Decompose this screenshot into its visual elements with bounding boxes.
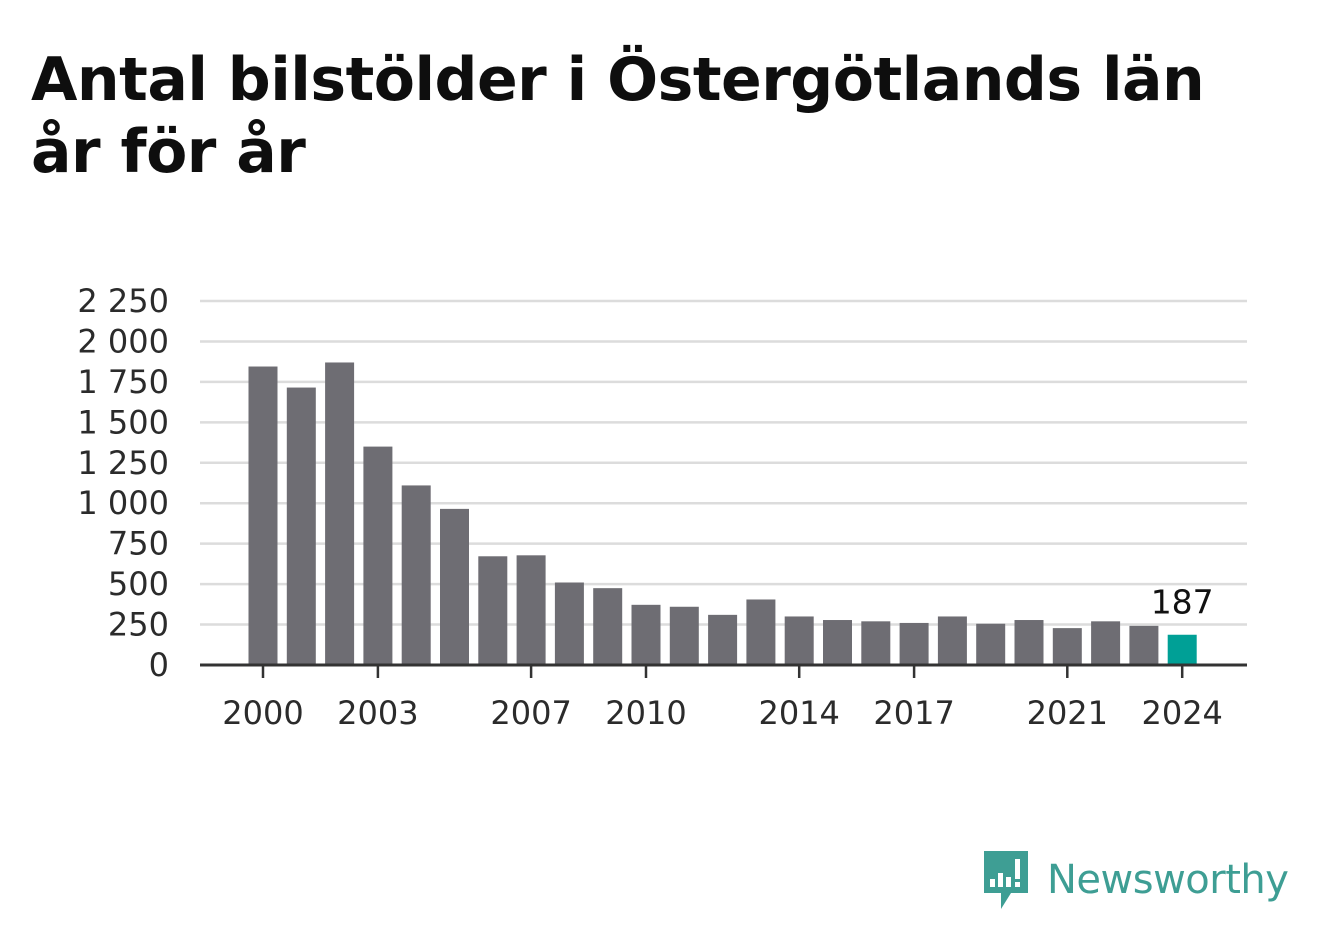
axes xyxy=(200,663,1247,678)
y-tick-label: 2 250 xyxy=(77,282,169,320)
bar xyxy=(1052,628,1082,665)
bar xyxy=(669,606,699,665)
y-tick-label: 1 500 xyxy=(77,403,169,441)
bar xyxy=(593,588,623,665)
chart-title: Antal bilstölder i Östergötlands län år … xyxy=(31,45,1205,187)
highlight-data-label: 187 xyxy=(1151,583,1214,622)
y-tick-label: 250 xyxy=(108,606,169,644)
x-tick-label: 2000 xyxy=(222,694,303,732)
x-tick-label: 2021 xyxy=(1027,694,1108,732)
y-tick-label: 750 xyxy=(108,525,169,563)
bar xyxy=(516,555,546,665)
brand-logo: Newsworthy xyxy=(981,848,1289,912)
bar xyxy=(363,446,393,665)
bar xyxy=(1091,621,1121,665)
bar xyxy=(248,366,278,665)
x-tick-label: 2007 xyxy=(490,694,571,732)
bar xyxy=(937,616,967,665)
y-tick-label: 2 000 xyxy=(77,322,169,360)
bar xyxy=(631,604,661,665)
bar xyxy=(899,622,929,665)
bar-highlight xyxy=(1167,634,1197,665)
x-tick-label: 2017 xyxy=(873,694,954,732)
bar xyxy=(554,582,584,665)
y-tick-label: 0 xyxy=(149,646,169,684)
y-tick-label: 500 xyxy=(108,565,169,603)
bar xyxy=(708,614,738,665)
y-tick-label: 1 250 xyxy=(77,444,169,482)
bars xyxy=(248,362,1197,665)
x-tick-label: 2014 xyxy=(758,694,839,732)
bar xyxy=(1129,625,1159,665)
bar xyxy=(401,485,431,665)
bar xyxy=(861,621,891,665)
bar xyxy=(784,616,814,665)
bar xyxy=(746,599,776,665)
newsworthy-logo-icon xyxy=(984,851,1028,909)
x-tick-label: 2003 xyxy=(337,694,418,732)
gridlines xyxy=(200,299,1247,626)
y-tick-label: 1 750 xyxy=(77,363,169,401)
bar xyxy=(286,387,316,665)
x-tick-label: 2024 xyxy=(1141,694,1222,732)
bar xyxy=(1014,620,1044,665)
bar xyxy=(976,623,1006,665)
bar xyxy=(325,362,355,665)
y-tick-label: 1 000 xyxy=(77,484,169,522)
bar xyxy=(478,556,508,665)
bar xyxy=(823,620,852,665)
bar xyxy=(440,508,469,665)
brand-name: Newsworthy xyxy=(1047,857,1289,903)
x-tick-label: 2010 xyxy=(605,694,686,732)
